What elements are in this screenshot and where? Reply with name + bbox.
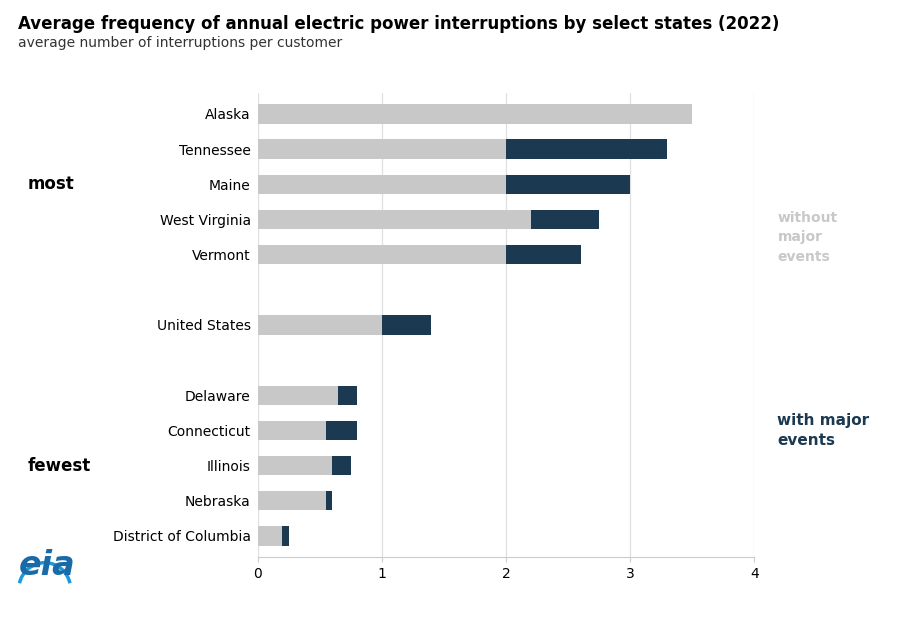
Bar xyxy=(530,210,598,229)
Bar xyxy=(381,315,431,335)
Bar xyxy=(257,104,692,124)
Text: most: most xyxy=(28,175,74,193)
Bar xyxy=(257,456,332,475)
Text: fewest: fewest xyxy=(28,457,91,475)
Bar xyxy=(257,139,505,159)
Bar xyxy=(257,315,381,335)
Text: Average frequency of annual electric power interruptions by select states (2022): Average frequency of annual electric pow… xyxy=(18,15,779,33)
Bar xyxy=(257,175,505,194)
Text: without
major
events: without major events xyxy=(777,210,836,264)
Bar xyxy=(325,421,357,440)
Bar xyxy=(505,175,630,194)
Bar xyxy=(338,386,357,405)
Bar xyxy=(257,491,325,511)
Text: average number of interruptions per customer: average number of interruptions per cust… xyxy=(18,36,342,50)
Text: with major
events: with major events xyxy=(777,413,868,448)
Bar xyxy=(325,491,332,511)
Bar xyxy=(332,456,350,475)
Bar xyxy=(257,245,505,264)
Bar xyxy=(505,139,667,159)
Bar xyxy=(257,386,338,405)
Bar xyxy=(257,421,325,440)
Bar xyxy=(505,245,580,264)
Bar xyxy=(257,210,530,229)
Text: eia: eia xyxy=(18,549,75,582)
Bar xyxy=(257,526,282,546)
Bar xyxy=(282,526,289,546)
